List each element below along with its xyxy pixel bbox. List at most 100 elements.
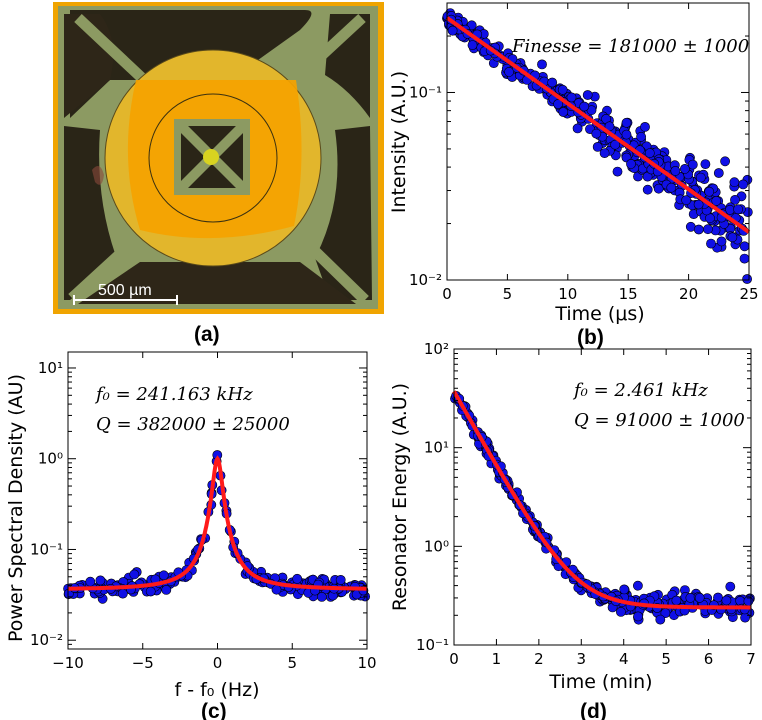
data-point <box>644 148 655 158</box>
data-point <box>733 204 743 215</box>
x-tick-label: 5 <box>503 285 513 303</box>
x-tick-label: 7 <box>746 650 756 668</box>
data-point <box>740 612 750 623</box>
y-tick-label: 10⁰ <box>424 537 449 555</box>
annotation-f0-c: f₀ = 241.163 kHz <box>94 384 253 405</box>
data-point <box>129 569 140 580</box>
data-point <box>671 595 682 606</box>
data-point <box>636 131 646 142</box>
data-point <box>117 588 128 599</box>
data-point <box>145 586 156 597</box>
y-tick-label: 10¹ <box>424 439 449 457</box>
data-point <box>742 274 752 284</box>
annotation-f0-d: f₀ = 2.461 kHz <box>572 380 708 401</box>
y-tick-label: 10⁻¹ <box>409 83 442 101</box>
x-axis-label-b: Time (μs) <box>554 303 644 325</box>
annotation-q-d: Q = 91000 ± 1000 <box>574 410 745 431</box>
data-point <box>681 195 692 206</box>
data-point <box>739 253 750 264</box>
y-tick-label: 10⁻² <box>30 631 63 649</box>
data-point <box>680 163 690 174</box>
data-point <box>621 117 632 128</box>
data-point <box>557 84 568 95</box>
y-tick-label: 10¹ <box>38 359 63 377</box>
y-tick-label: 10² <box>424 340 449 358</box>
panel-label-a: (a) <box>194 323 220 346</box>
data-point <box>666 182 677 193</box>
data-point <box>727 232 738 243</box>
data-point <box>592 141 603 152</box>
data-point <box>504 67 514 77</box>
data-point <box>713 168 724 178</box>
data-point <box>558 107 569 117</box>
data-point <box>95 575 106 586</box>
data-point <box>660 608 671 618</box>
center-mirror <box>203 149 219 165</box>
data-point <box>582 90 593 100</box>
x-tick-label: −5 <box>132 654 154 672</box>
x-tick-label: 5 <box>287 654 297 672</box>
x-tick-label: 1 <box>492 650 502 668</box>
data-point <box>626 158 636 169</box>
data-point <box>161 585 172 595</box>
data-point <box>687 159 698 170</box>
data-point <box>721 595 732 606</box>
data-point <box>85 576 96 587</box>
data-point <box>547 77 558 88</box>
plot-c-psd: −10 −5 0 5 10 10⁻² 10⁻¹ 10⁰ 10¹ f₀ = 241.163 kHz… <box>5 351 377 701</box>
data-point <box>670 165 681 176</box>
y-tick-label: 10⁻¹ <box>416 636 449 654</box>
data-point <box>572 123 583 134</box>
y-axis-label-c: Power Spectral Density (AU) <box>5 374 27 642</box>
data-point <box>695 172 706 183</box>
x-tick-label: 20 <box>679 285 698 303</box>
x-axis-label-c: f - f₀ (Hz) <box>174 679 259 701</box>
data-point <box>720 156 730 167</box>
data-point <box>599 148 610 158</box>
y-axis-label-b: Intensity (A.U.) <box>388 71 410 213</box>
data-point <box>591 128 602 139</box>
data-point <box>566 92 577 103</box>
data-point <box>616 607 626 617</box>
data-point <box>653 183 664 194</box>
data-point <box>706 238 716 249</box>
data-point <box>725 581 736 592</box>
x-tick-label: 10 <box>558 285 577 303</box>
annotation-q-c: Q = 382000 ± 25000 <box>96 414 290 435</box>
fit-curve <box>445 16 751 234</box>
data-point <box>655 614 666 625</box>
data-point <box>621 129 632 140</box>
data-point <box>579 101 590 112</box>
x-tick-label: 3 <box>577 650 587 668</box>
x-tick-label: 5 <box>661 650 671 668</box>
data-point <box>537 59 547 70</box>
data-point <box>739 241 750 252</box>
data-point <box>716 236 727 247</box>
x-tick-label: 10 <box>357 654 376 672</box>
data-point <box>640 122 650 132</box>
plot-b-intensity: 0 5 10 15 20 25 10⁻² 10⁻¹ Finesse = 181000 ± 10… <box>388 2 759 325</box>
data-point <box>158 570 169 581</box>
data-point <box>447 25 458 36</box>
x-tick-label: 0 <box>442 285 452 303</box>
data-point <box>711 195 722 206</box>
x-tick-label: 6 <box>704 650 714 668</box>
x-tick-label: 25 <box>739 285 758 303</box>
data-point <box>700 159 711 169</box>
micrograph-panel: 500 µm <box>53 2 384 314</box>
data-point <box>619 584 630 595</box>
x-axis-label-d: Time (min) <box>548 671 652 693</box>
data-point <box>612 166 623 177</box>
fit-curve <box>452 390 751 610</box>
fit-curve <box>68 455 367 591</box>
data-point <box>703 224 713 235</box>
data-point <box>316 592 327 602</box>
data-point <box>730 194 740 205</box>
data-point <box>271 584 282 595</box>
scale-bar-label: 500 µm <box>98 282 152 299</box>
x-tick-label: 0 <box>213 654 223 672</box>
x-tick-label: 0 <box>449 650 459 668</box>
data-point <box>704 186 715 197</box>
panel-label-d: (d) <box>580 700 607 720</box>
